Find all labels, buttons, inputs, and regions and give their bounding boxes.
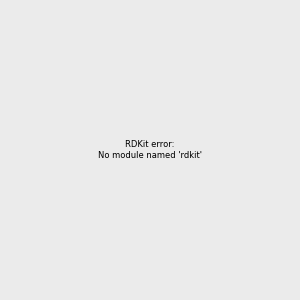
- Text: RDKit error:
No module named 'rdkit': RDKit error: No module named 'rdkit': [98, 140, 202, 160]
